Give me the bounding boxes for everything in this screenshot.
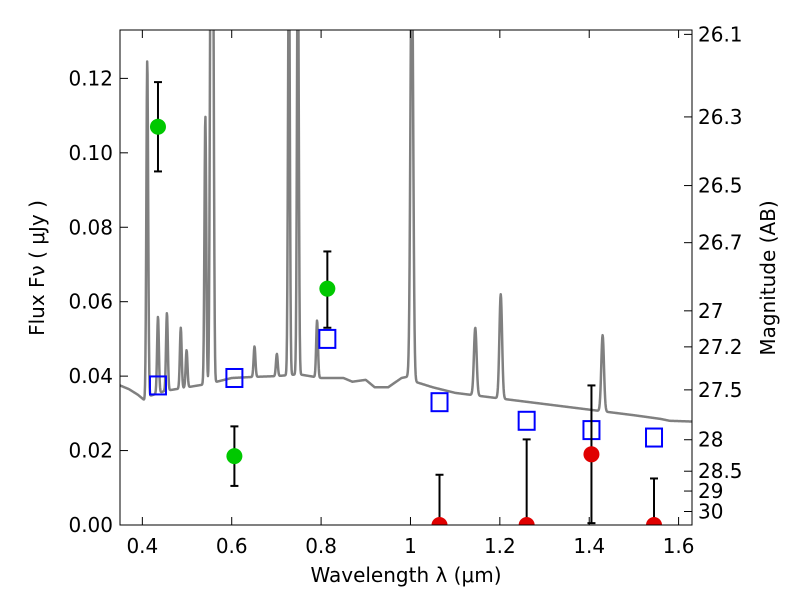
y2-tick-label: 26.7 [698, 231, 743, 255]
model-photometry-square [148, 375, 167, 396]
y2-tick-label: 30 [698, 499, 723, 523]
y-tick-label: 0.12 [68, 66, 113, 90]
y-tick-label: 0.08 [68, 215, 113, 239]
y2-tick-label: 27.2 [698, 335, 743, 359]
x-tick-label: 1.2 [484, 534, 516, 558]
y2-tick-label: 27 [698, 299, 723, 323]
y-axis-label: Flux Fν ( μJy ) [25, 200, 49, 336]
y2-tick-label: 29 [698, 479, 723, 503]
upper-limit-point [518, 517, 535, 525]
y-tick-label: 0.04 [68, 364, 113, 388]
upper-limit-errorbar [522, 438, 531, 525]
x-tick-label: 1.4 [573, 534, 605, 558]
model-photometry-square [318, 328, 337, 349]
y2-tick-label: 26.3 [698, 105, 743, 129]
x-tick-label: 1.6 [663, 534, 695, 558]
x-tick-label: 0.6 [216, 534, 248, 558]
y2-axis-label: Magnitude (AB) [756, 200, 780, 355]
model-photometry-square [225, 367, 244, 388]
model-spectrum-line [120, 30, 692, 423]
detection-point [319, 280, 336, 297]
photometry-markers [148, 81, 664, 525]
model-photometry-square [517, 410, 536, 431]
x-tick-label: 1 [404, 534, 417, 558]
y2-tick-label: 27.5 [698, 378, 743, 402]
y2-tick-label: 28 [698, 428, 723, 452]
y2-tick-label: 26.5 [698, 174, 743, 198]
model-photometry-square [645, 427, 664, 448]
detection-point [226, 448, 243, 465]
y-tick-label: 0.02 [68, 439, 113, 463]
plot-frame [119, 29, 693, 526]
y2-tick-label: 28.5 [698, 459, 743, 483]
upper-limit-point [646, 517, 663, 525]
model-spectrum [120, 30, 692, 423]
x-axis-ticks: 0.4 0.6 0.8 1 1.2 1.4 1.6 [126, 30, 695, 558]
y-axis-ticks: 0.00 0.02 0.04 0.06 0.08 0.10 0.12 [68, 66, 128, 537]
y-tick-label: 0.10 [68, 141, 113, 165]
upper-limit-point [431, 517, 448, 525]
upper-limit-point [583, 446, 600, 463]
x-tick-label: 0.4 [126, 534, 158, 558]
y2-tick-label: 26.1 [698, 22, 743, 46]
x-tick-label: 0.8 [305, 534, 337, 558]
y-tick-label: 0.00 [68, 513, 113, 537]
detection-point [149, 118, 166, 135]
upper-limit-errorbar [435, 473, 444, 525]
model-photometry-square [430, 392, 449, 413]
x-axis-label: Wavelength λ (μm) [310, 563, 501, 587]
y-tick-label: 0.06 [68, 290, 113, 314]
